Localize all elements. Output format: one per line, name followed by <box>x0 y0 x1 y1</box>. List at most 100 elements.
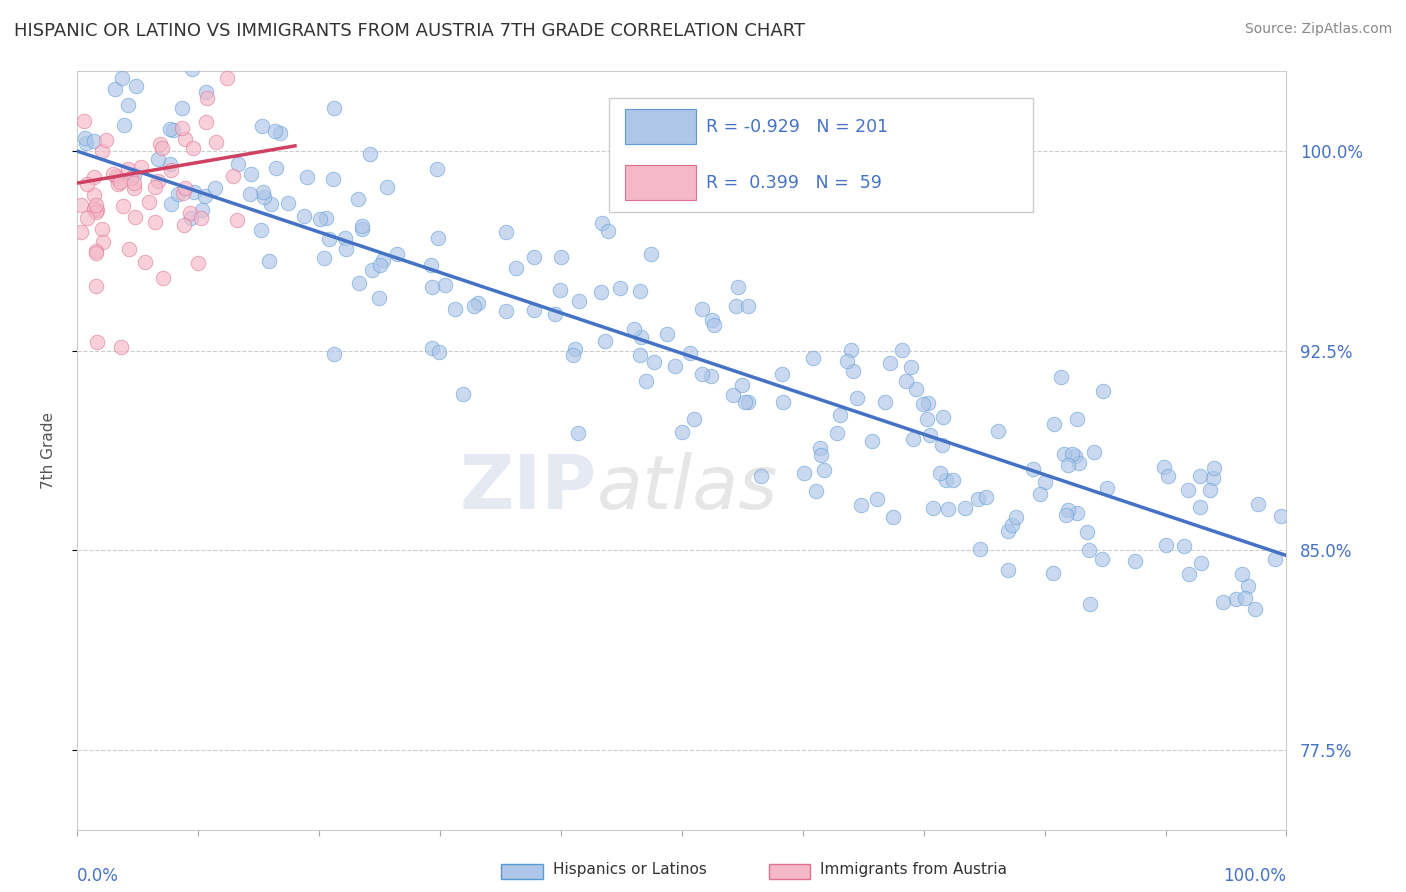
Point <box>1188 469 1211 483</box>
Point <box>969 541 991 556</box>
Point <box>1234 591 1257 605</box>
Point <box>385 247 408 261</box>
Point <box>295 169 318 184</box>
Point <box>700 313 723 327</box>
Point <box>322 346 344 360</box>
Point <box>143 215 166 229</box>
Point <box>634 374 657 388</box>
Point <box>842 364 865 378</box>
Point <box>111 199 134 213</box>
Point <box>83 187 105 202</box>
Point <box>737 394 759 409</box>
Point <box>1264 552 1286 566</box>
Point <box>138 194 160 209</box>
Point <box>160 197 183 211</box>
Point <box>997 563 1019 577</box>
Point <box>623 322 645 336</box>
Point <box>112 118 135 132</box>
Point <box>367 291 389 305</box>
Point <box>804 483 827 498</box>
Point <box>260 197 283 211</box>
FancyBboxPatch shape <box>609 98 1032 211</box>
Point <box>928 467 950 481</box>
Point <box>835 354 858 368</box>
Point <box>1247 497 1270 511</box>
Point <box>426 161 449 176</box>
Point <box>1000 518 1022 533</box>
Point <box>890 343 912 358</box>
Point <box>335 242 357 256</box>
Point <box>721 388 744 402</box>
Point <box>1091 552 1114 566</box>
Point <box>589 285 612 299</box>
Point <box>174 181 197 195</box>
Point <box>427 344 450 359</box>
Point <box>117 162 139 177</box>
Point <box>195 91 218 105</box>
Text: ZIP: ZIP <box>460 452 598 524</box>
Text: 0.0%: 0.0% <box>77 867 120 885</box>
Point <box>935 473 957 487</box>
Point <box>917 396 939 410</box>
Point <box>159 157 181 171</box>
Point <box>86 334 108 349</box>
Point <box>917 411 939 425</box>
Point <box>252 185 274 199</box>
Point <box>1057 458 1080 472</box>
Point <box>309 212 332 227</box>
Point <box>849 498 872 512</box>
Point <box>90 145 112 159</box>
Point <box>1028 487 1050 501</box>
Point <box>974 491 997 505</box>
Point <box>264 161 287 175</box>
Point <box>770 368 793 382</box>
FancyBboxPatch shape <box>626 165 696 201</box>
Point <box>444 302 467 317</box>
Point <box>226 156 249 170</box>
Point <box>124 210 146 224</box>
Point <box>240 167 263 181</box>
Point <box>84 244 107 259</box>
Point <box>730 378 752 392</box>
Point <box>1064 449 1087 463</box>
Point <box>703 318 725 332</box>
Point <box>628 348 651 362</box>
Point <box>1005 510 1028 524</box>
Point <box>422 280 444 294</box>
Point <box>69 225 91 239</box>
Point <box>143 179 166 194</box>
Point <box>427 231 450 245</box>
Point <box>550 250 572 264</box>
Point <box>103 167 125 181</box>
Point <box>122 169 145 183</box>
Point <box>124 176 146 190</box>
Point <box>120 171 142 186</box>
Point <box>150 141 173 155</box>
Point <box>94 133 117 147</box>
Point <box>335 231 357 245</box>
Point <box>905 382 928 396</box>
Point <box>148 174 170 188</box>
Point <box>194 188 217 202</box>
Y-axis label: 7th Grade: 7th Grade <box>42 412 56 489</box>
Point <box>882 509 904 524</box>
Point <box>167 186 190 201</box>
Point <box>495 225 517 239</box>
Point <box>942 473 965 487</box>
Point <box>596 224 619 238</box>
Point <box>361 263 384 277</box>
Point <box>104 82 127 96</box>
Point <box>825 425 848 440</box>
Point <box>813 463 835 477</box>
Point <box>875 395 897 409</box>
Point <box>640 246 662 260</box>
Point <box>911 397 934 411</box>
Point <box>1173 539 1195 553</box>
Point <box>350 222 373 236</box>
Point <box>149 136 172 151</box>
Point <box>879 356 901 370</box>
Point <box>257 254 280 268</box>
Point <box>564 342 586 356</box>
Point <box>181 140 204 154</box>
Point <box>1199 483 1222 497</box>
